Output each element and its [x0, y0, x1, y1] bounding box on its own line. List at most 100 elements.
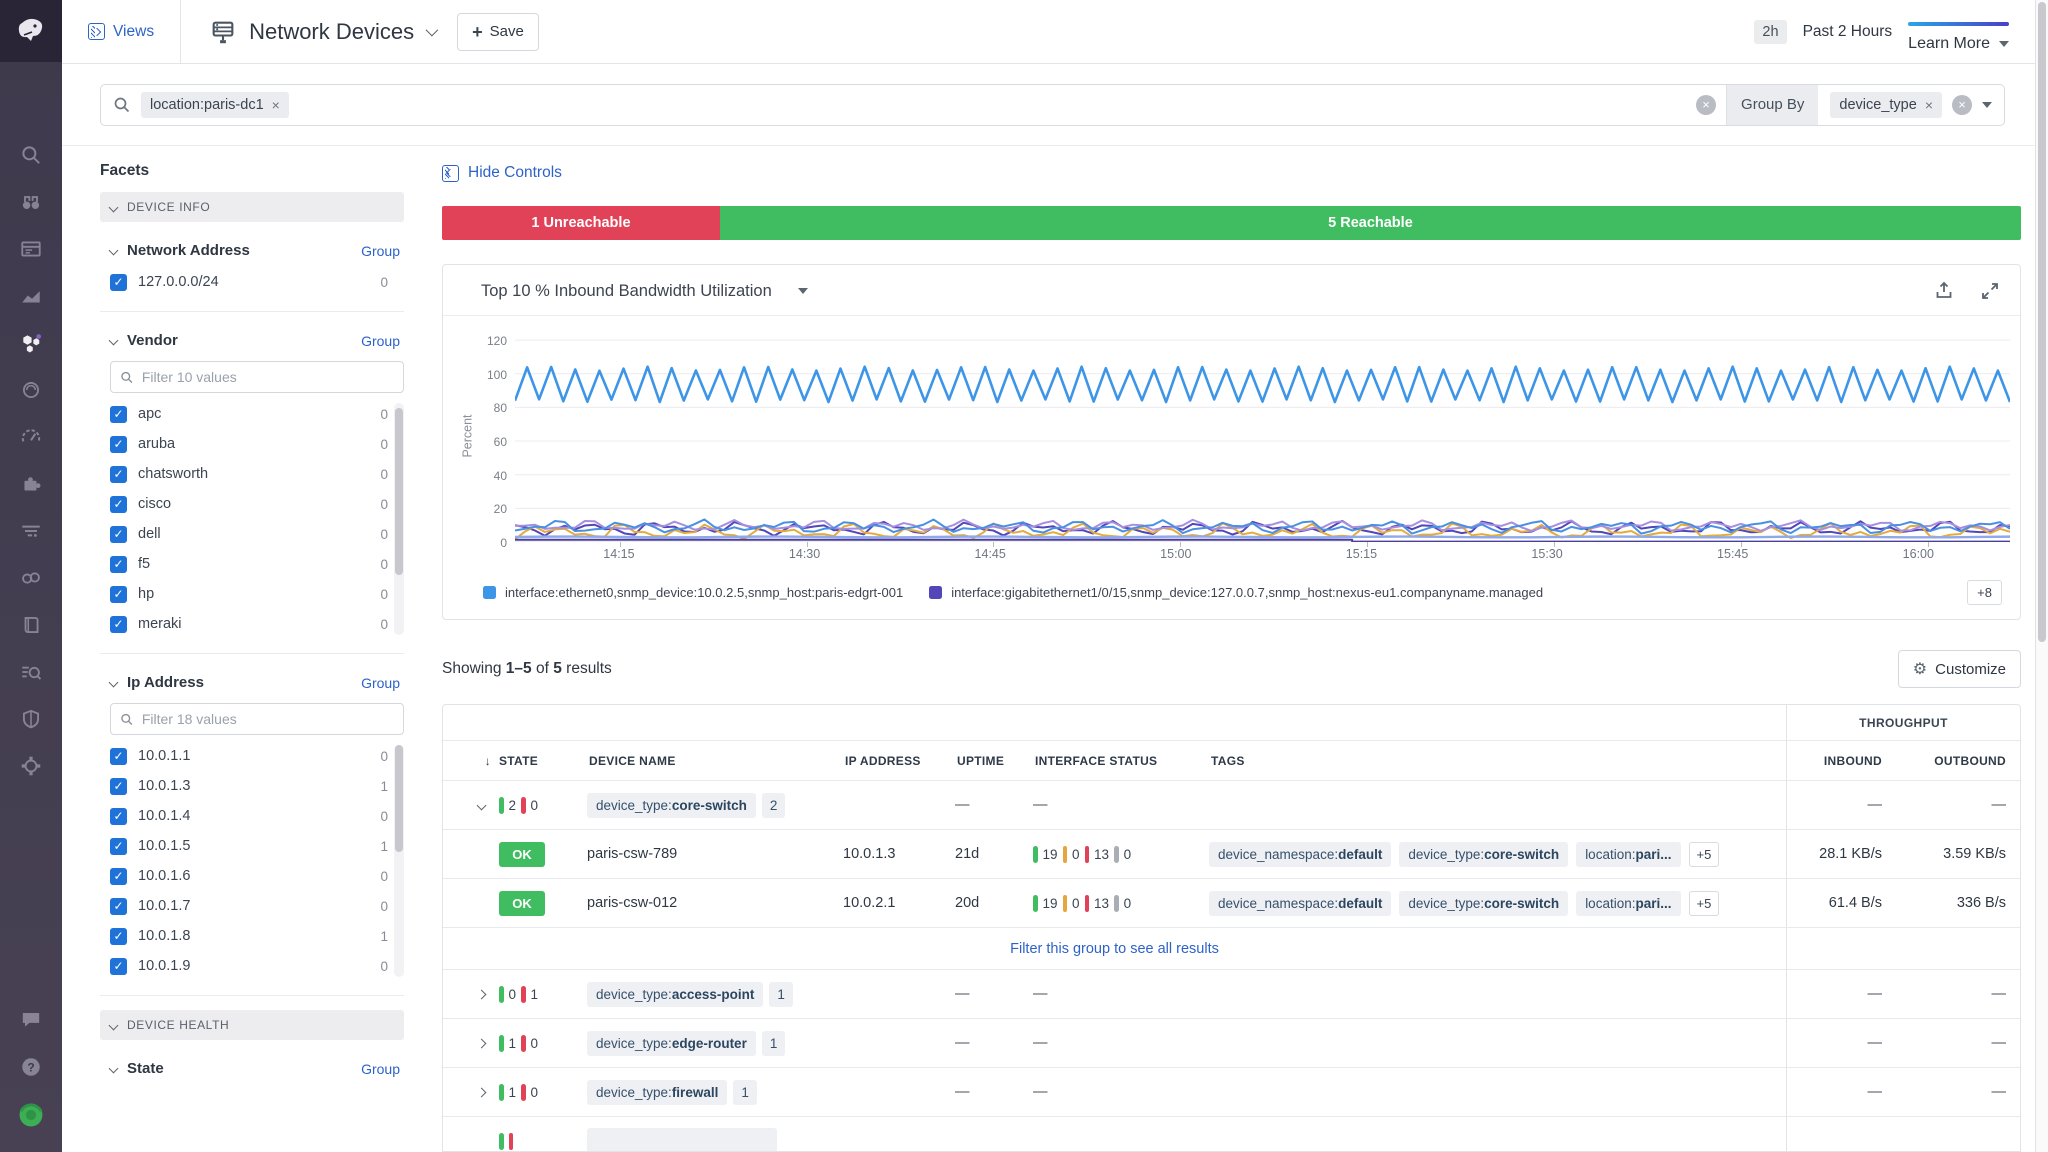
- security-shield-icon[interactable]: [16, 704, 46, 734]
- help-icon[interactable]: ?: [16, 1052, 46, 1082]
- datadog-logo[interactable]: [0, 0, 62, 62]
- ci-icon[interactable]: [16, 563, 46, 593]
- device-row-paris-csw-789[interactable]: OK paris-csw-789 10.0.1.3 21d 19 0 13 0 …: [443, 830, 2020, 879]
- sort-arrow-icon[interactable]: ↓: [484, 753, 491, 768]
- facet-checkbox-item[interactable]: ✓ 10.0.1.4 0: [110, 801, 388, 831]
- legend-item[interactable]: interface:ethernet0,snmp_device:10.0.2.5…: [483, 585, 903, 600]
- facet-checkbox-item[interactable]: ✓ chatsworth 0: [110, 459, 388, 489]
- infrastructure-icon[interactable]: [16, 328, 46, 358]
- device-info-section-header[interactable]: DEVICE INFO: [100, 192, 404, 222]
- group-row-access-point[interactable]: 0 1 device_type:access-point 1 — — — —: [443, 970, 2020, 1019]
- facet-checkbox-item[interactable]: ✓ aruba 0: [110, 429, 388, 459]
- chevron-down-icon[interactable]: [108, 1063, 119, 1074]
- group-tag-chip[interactable]: device_type:access-point: [587, 981, 764, 1007]
- col-ip-address[interactable]: IP ADDRESS: [845, 753, 921, 768]
- user-avatar[interactable]: [16, 1100, 46, 1130]
- export-icon[interactable]: [1934, 281, 1954, 301]
- checkbox-checked-icon[interactable]: ✓: [110, 837, 127, 855]
- customize-button[interactable]: ⚙ Customize: [1897, 650, 2021, 688]
- col-state[interactable]: STATE: [499, 753, 539, 768]
- search-bar-left[interactable]: location:paris-dc1 ×: [101, 91, 1696, 118]
- checkbox-checked-icon[interactable]: ✓: [110, 435, 127, 453]
- col-device-name[interactable]: DEVICE NAME: [589, 753, 676, 768]
- integrations-icon[interactable]: [16, 469, 46, 499]
- save-button[interactable]: + Save: [457, 12, 539, 51]
- checkbox-checked-icon[interactable]: ✓: [110, 525, 127, 543]
- learn-more-menu[interactable]: Learn More: [1908, 22, 2009, 53]
- chevron-down-icon[interactable]: [108, 245, 119, 256]
- checkbox-checked-icon[interactable]: ✓: [110, 957, 127, 975]
- checkbox-checked-icon[interactable]: ✓: [110, 495, 127, 513]
- group-by-caret-icon[interactable]: [1982, 101, 1992, 108]
- checkbox-checked-icon[interactable]: ✓: [110, 615, 127, 633]
- time-range-label[interactable]: Past 2 Hours: [1802, 22, 1893, 40]
- tag-chip[interactable]: device_type:core-switch: [1399, 841, 1569, 867]
- device-name[interactable]: paris-csw-789: [587, 846, 678, 862]
- checkbox-checked-icon[interactable]: ✓: [110, 927, 127, 945]
- dashboards-icon[interactable]: [16, 234, 46, 264]
- group-row-core-switch[interactable]: 2 0 device_type:core-switch 2 — — — —: [443, 781, 2020, 830]
- device-name[interactable]: paris-csw-012: [587, 895, 678, 911]
- group-row-partial[interactable]: [443, 1117, 2020, 1151]
- facet-checkbox-item[interactable]: ✓ 10.0.1.8 1: [110, 921, 388, 951]
- facet-checkbox-item[interactable]: ✓ 10.0.1.5 1: [110, 831, 388, 861]
- chevron-down-icon[interactable]: [476, 800, 487, 811]
- monitors-gauge-icon[interactable]: [16, 422, 46, 452]
- page-scrollbar[interactable]: [2035, 0, 2048, 1152]
- group-tag-chip[interactable]: device_type:core-switch: [587, 792, 756, 818]
- facet-checkbox-item[interactable]: ✓ hp 0: [110, 579, 388, 609]
- logs-icon[interactable]: [16, 516, 46, 546]
- group-tag-chip[interactable]: device_type:edge-router: [587, 1030, 756, 1056]
- notebooks-icon[interactable]: [16, 610, 46, 640]
- tag-chip[interactable]: device_namespace:default: [1209, 841, 1392, 867]
- network-globe-icon[interactable]: [16, 751, 46, 781]
- ip-scrollbar[interactable]: [394, 745, 404, 977]
- facet-checkbox-item[interactable]: ✓ cisco 0: [110, 489, 388, 519]
- reachable-segment[interactable]: 5 Reachable: [719, 206, 2021, 240]
- group-tag-chip[interactable]: [587, 1128, 777, 1151]
- hide-controls-link[interactable]: Hide Controls: [442, 164, 2021, 182]
- group-link[interactable]: Group: [361, 674, 400, 691]
- checkbox-checked-icon[interactable]: ✓: [110, 867, 127, 885]
- col-tags[interactable]: TAGS: [1211, 753, 1245, 768]
- ip-filter-input[interactable]: [110, 703, 404, 735]
- apm-icon[interactable]: [16, 375, 46, 405]
- checkbox-checked-icon[interactable]: ✓: [110, 777, 127, 795]
- chevron-right-icon[interactable]: [476, 989, 487, 1000]
- group-row-edge-router[interactable]: 1 0 device_type:edge-router 1 — — — —: [443, 1019, 2020, 1068]
- unreachable-segment[interactable]: 1 Unreachable: [442, 206, 720, 240]
- scrollbar-thumb[interactable]: [2038, 2, 2046, 642]
- chevron-down-icon[interactable]: [108, 335, 119, 346]
- checkbox-checked-icon[interactable]: ✓: [110, 897, 127, 915]
- metrics-icon[interactable]: [16, 281, 46, 311]
- device-row-paris-csw-012[interactable]: OK paris-csw-012 10.0.2.1 20d 19 0 13 0 …: [443, 879, 2020, 928]
- clear-search-icon[interactable]: ×: [1696, 94, 1717, 115]
- chart-plot[interactable]: [515, 330, 2010, 547]
- more-tags-chip[interactable]: +5: [1688, 841, 1720, 867]
- chip-remove-icon[interactable]: ×: [1924, 96, 1933, 113]
- more-tags-chip[interactable]: +5: [1688, 890, 1720, 916]
- group-tag-chip[interactable]: device_type:firewall: [587, 1079, 728, 1105]
- tag-chip[interactable]: location:pari...: [1576, 841, 1681, 867]
- watchdog-icon[interactable]: [16, 187, 46, 217]
- time-badge[interactable]: 2h: [1754, 19, 1787, 44]
- scrollbar-thumb[interactable]: [395, 745, 403, 852]
- chip-remove-icon[interactable]: ×: [271, 96, 280, 113]
- page-title[interactable]: Network Devices: [209, 18, 439, 46]
- chevron-down-icon[interactable]: [108, 677, 119, 688]
- search-icon[interactable]: [16, 140, 46, 170]
- chat-icon[interactable]: [16, 1004, 46, 1034]
- col-interface-status[interactable]: INTERFACE STATUS: [1035, 753, 1158, 768]
- search-bar[interactable]: location:paris-dc1 × × Group By device_t…: [100, 83, 2005, 126]
- checkbox-checked-icon[interactable]: ✓: [110, 465, 127, 483]
- checkbox-checked-icon[interactable]: ✓: [110, 747, 127, 765]
- vendor-scrollbar[interactable]: [394, 403, 404, 635]
- facet-checkbox-item[interactable]: ✓ dell 0: [110, 519, 388, 549]
- tag-chip[interactable]: device_type:core-switch: [1399, 890, 1569, 916]
- group-by-chip[interactable]: device_type ×: [1830, 91, 1942, 118]
- group-link[interactable]: Group: [361, 332, 400, 349]
- facet-checkbox-item[interactable]: ✓ 10.0.1.9 0: [110, 951, 388, 981]
- ip-filter-field[interactable]: [141, 711, 394, 727]
- search-filter-chip[interactable]: location:paris-dc1 ×: [141, 91, 289, 118]
- vendor-filter-field[interactable]: [141, 369, 394, 385]
